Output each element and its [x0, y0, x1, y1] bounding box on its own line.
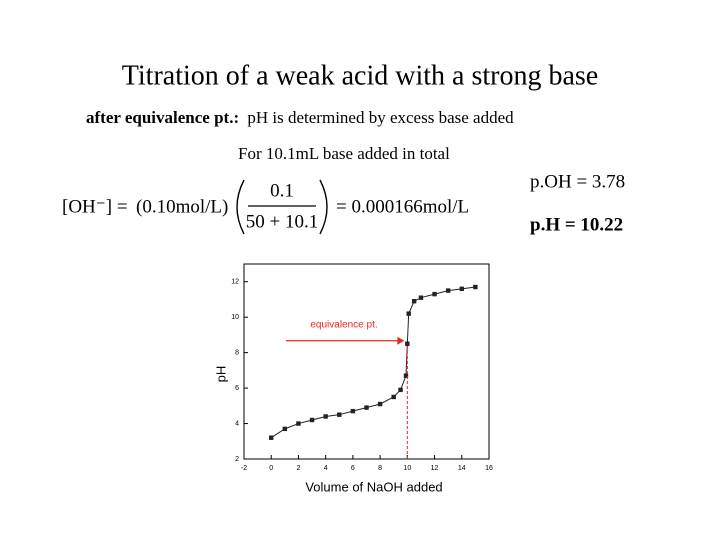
data-point — [418, 295, 424, 300]
subtitle-text: pH is determined by excess base added — [247, 108, 514, 127]
x-tick-label: 12 — [431, 465, 439, 472]
x-tick-label: 16 — [485, 465, 493, 472]
data-line — [270, 286, 476, 439]
data-point — [405, 341, 410, 346]
note: For 10.1mL base added in total — [238, 144, 450, 163]
data-point — [309, 417, 315, 423]
data-point — [282, 426, 288, 432]
x-axis-label: Volume of NaOH added — [305, 479, 442, 494]
y-tick-label: 4 — [235, 420, 239, 427]
data-point — [364, 405, 369, 410]
data-point — [377, 401, 383, 407]
arrow-head — [397, 336, 405, 345]
data-point — [406, 311, 411, 316]
eq-numerator: 0.1 — [270, 180, 294, 201]
x-tick-label: 8 — [378, 465, 382, 472]
x-tick-label: -2 — [241, 465, 247, 472]
chart: Volume of NaOH added pH 2 4 6 8 10 12 -2 0 2 4 6 8 1… — [213, 263, 493, 494]
data-point — [350, 408, 356, 414]
data-point — [296, 421, 301, 426]
data-point — [445, 288, 451, 293]
x-tick-label: 2 — [296, 465, 300, 472]
subtitle-bold: after equivalence pt.: — [86, 108, 239, 127]
eq-conc: (0.10mol/L) — [136, 196, 228, 217]
y-tick-label: 2 — [235, 456, 239, 463]
x-tick-label: 4 — [324, 465, 328, 472]
x-tick-label: 0 — [269, 465, 273, 472]
y-axis-label: pH — [213, 366, 228, 383]
y-tick-label: 6 — [235, 385, 239, 392]
data-point — [403, 373, 409, 378]
ph: p.H = 10.22 — [530, 214, 623, 235]
eq-lhs: [OH⁻] = — [62, 196, 128, 217]
data-point — [411, 299, 417, 304]
data-point — [269, 435, 274, 440]
eq-denominator: 50 + 10.1 — [246, 211, 318, 232]
plot-frame — [243, 263, 490, 460]
y-tick-label: 8 — [235, 349, 239, 356]
slide-title: Titration of a weak acid with a strong b… — [122, 60, 598, 91]
annotation: equivalence pt. — [310, 319, 377, 330]
eq-rhs: = 0.000166mol/L — [336, 196, 469, 217]
data-point — [323, 414, 328, 419]
subtitle: after equivalence pt.: pH is determined … — [86, 108, 514, 127]
data-point — [398, 387, 403, 393]
x-tick-label: 14 — [458, 465, 466, 472]
paren-right — [319, 179, 328, 235]
x-tick-label: 10 — [403, 465, 411, 472]
data-point — [391, 394, 396, 400]
x-tick-label: 6 — [351, 465, 355, 472]
data-point — [337, 412, 342, 417]
data-point — [473, 284, 478, 290]
y-tick-label: 12 — [231, 279, 239, 286]
poh: p.OH = 3.78 — [530, 171, 625, 192]
paren-left — [236, 179, 245, 235]
y-tick-label: 10 — [231, 314, 239, 321]
data-point — [459, 286, 464, 292]
data-point — [432, 291, 437, 297]
